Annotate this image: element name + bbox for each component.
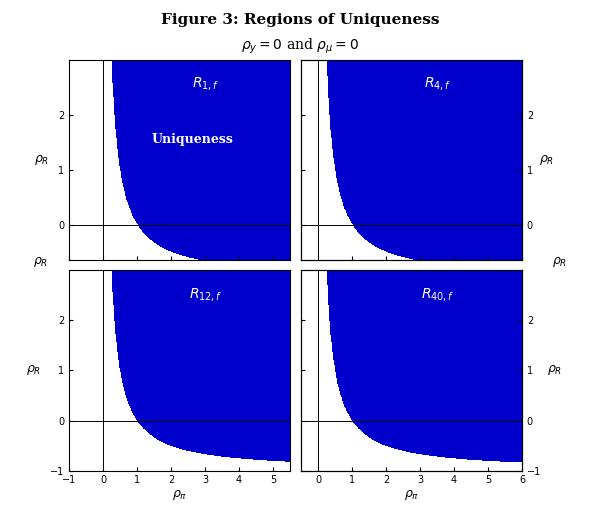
Y-axis label: $\rho_R$: $\rho_R$ [539, 153, 554, 167]
Text: $\rho_y = 0$ and $\rho_\mu = 0$: $\rho_y = 0$ and $\rho_\mu = 0$ [241, 36, 359, 56]
Text: $R_{40,f}$: $R_{40,f}$ [421, 286, 455, 303]
X-axis label: $\rho_\pi$: $\rho_\pi$ [404, 488, 419, 502]
Text: $R_{4,f}$: $R_{4,f}$ [424, 75, 452, 93]
X-axis label: $\rho_\pi$: $\rho_\pi$ [172, 488, 187, 502]
Text: $\rho_R$: $\rho_R$ [551, 255, 567, 268]
Text: $R_{1,f}$: $R_{1,f}$ [192, 75, 220, 93]
Y-axis label: $\rho_R$: $\rho_R$ [26, 363, 41, 378]
Text: Figure 3: Regions of Uniqueness: Figure 3: Regions of Uniqueness [161, 13, 439, 27]
Y-axis label: $\rho_R$: $\rho_R$ [547, 363, 563, 378]
Text: Uniqueness: Uniqueness [152, 134, 233, 147]
Text: $R_{12,f}$: $R_{12,f}$ [189, 286, 223, 303]
Y-axis label: $\rho_R$: $\rho_R$ [34, 153, 49, 167]
Text: $\rho_R$: $\rho_R$ [33, 255, 49, 268]
